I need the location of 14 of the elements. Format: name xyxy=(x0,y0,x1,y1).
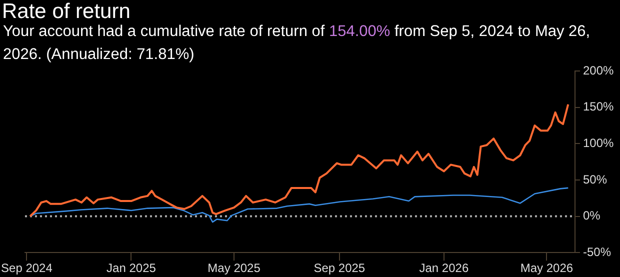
y-tick-label: 200% xyxy=(583,63,614,78)
x-tick-label: May 2025 xyxy=(208,261,261,276)
y-tick-label: 150% xyxy=(583,100,614,114)
x-tick-label: Sep 2024 xyxy=(1,261,53,276)
x-tick-label: Sep 2025 xyxy=(314,261,366,276)
y-tick-label: -50% xyxy=(583,244,612,259)
y-tick-label: 0% xyxy=(583,208,601,223)
x-tick-label: Jan 2026 xyxy=(419,261,469,276)
chart-title: Rate of return xyxy=(2,0,130,24)
x-tick-label: Jan 2025 xyxy=(106,261,156,276)
text: Your account had a cumulative rate of return of 154.00% from Sep 5, 2024 to May 26, 2026. (Annualized: 71.81%) xyxy=(3,23,590,63)
x-tick-label: May 2026 xyxy=(520,261,574,276)
y-tick-label: 100% xyxy=(583,136,614,150)
y-tick-label: 50% xyxy=(583,172,608,186)
